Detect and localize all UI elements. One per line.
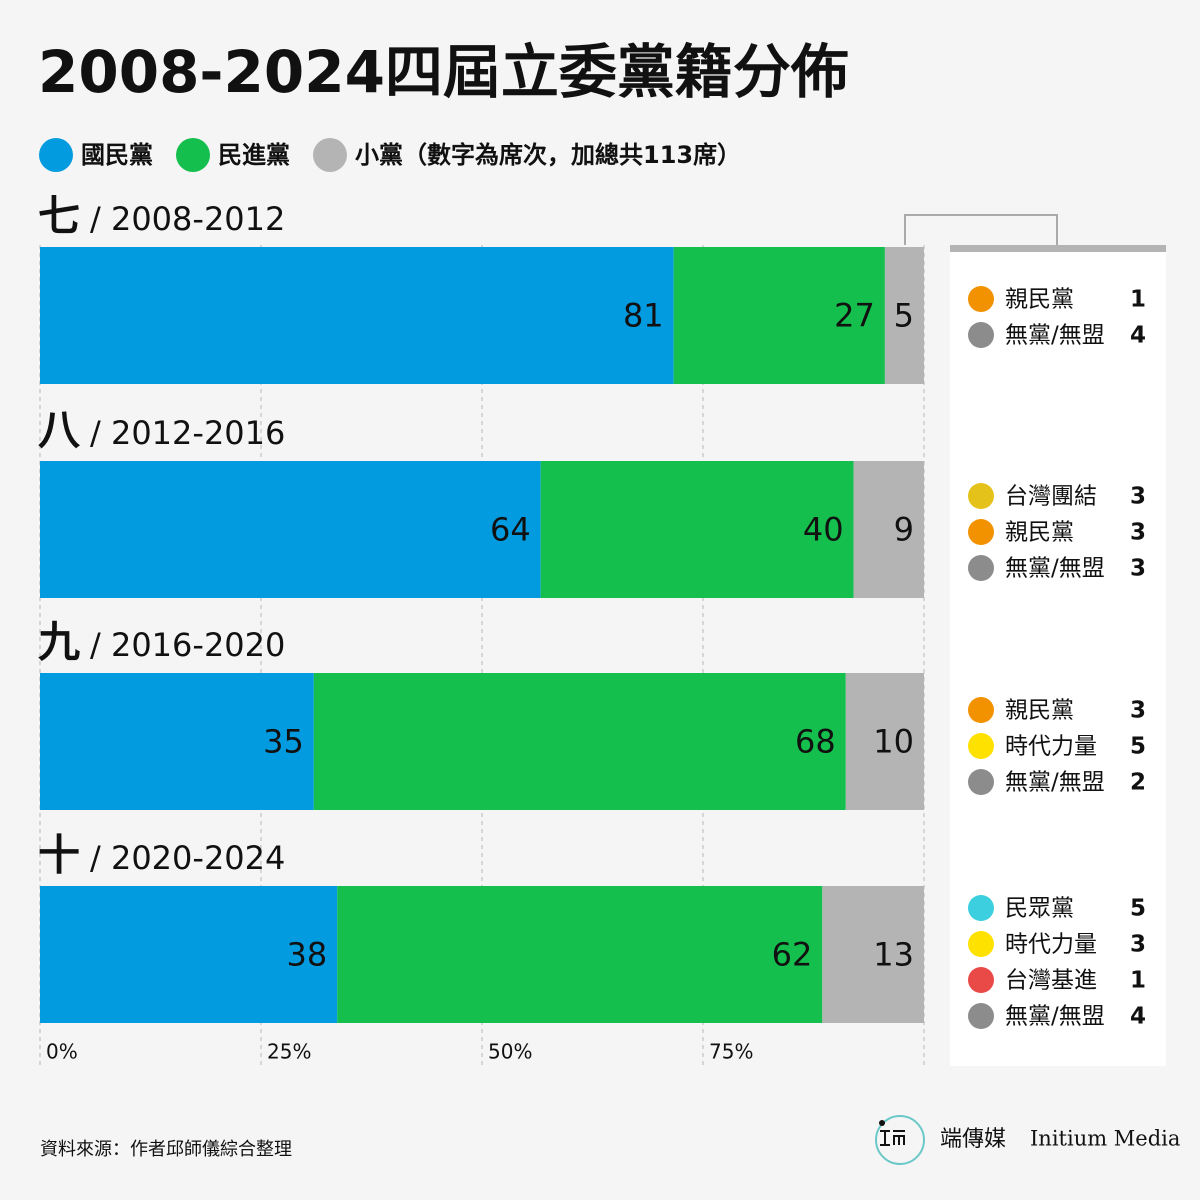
- party-dot: [968, 1003, 994, 1029]
- party-seats: 5: [1130, 734, 1146, 760]
- party-name: 無黨/無盟: [1005, 556, 1105, 582]
- value-label: 13: [873, 936, 914, 974]
- party-seats: 3: [1130, 520, 1146, 546]
- value-label: 81: [623, 297, 664, 335]
- value-label: 64: [490, 511, 531, 549]
- party-dot: [968, 483, 994, 509]
- bar-segment: [822, 886, 924, 1023]
- value-label: 35: [263, 723, 304, 761]
- party-dot: [968, 519, 994, 545]
- bar-segment: [845, 673, 924, 810]
- brand-en: Initium Media: [1030, 1127, 1180, 1151]
- party-name: 台灣基進: [1005, 968, 1097, 994]
- party-seats: 1: [1130, 287, 1146, 313]
- bar-segment: [40, 247, 674, 384]
- bar-segment: [540, 461, 854, 598]
- party-seats: 3: [1130, 698, 1146, 724]
- party-name: 親民黨: [1005, 698, 1074, 724]
- value-label: 40: [803, 511, 844, 549]
- bar-segment: [40, 673, 314, 810]
- value-label: 62: [772, 936, 813, 974]
- legend-label: 民進黨: [218, 141, 290, 169]
- legend-swatch: [39, 138, 73, 172]
- brand: 端傳媒: [940, 1127, 1006, 1152]
- bar-segment: [673, 247, 885, 384]
- party-seats: 2: [1130, 770, 1146, 796]
- term-label: 八: [38, 406, 81, 455]
- party-seats: 5: [1130, 896, 1146, 922]
- party-dot: [968, 967, 994, 993]
- bar-segment: [40, 461, 541, 598]
- bar-segment: [884, 247, 924, 384]
- value-label: 38: [287, 936, 328, 974]
- logo-ring: [875, 1115, 925, 1165]
- logo-glyph: [880, 1130, 905, 1146]
- party-dot: [968, 931, 994, 957]
- party-dot: [968, 555, 994, 581]
- period-label: / 2016-2020: [90, 626, 285, 664]
- party-seats: 3: [1130, 932, 1146, 958]
- value-label: 9: [894, 511, 914, 549]
- minor-panel-top: [950, 245, 1166, 252]
- x-tick-label: 25%: [267, 1040, 311, 1064]
- party-dot: [968, 697, 994, 723]
- term-label: 十: [38, 831, 80, 880]
- term-label: 七: [38, 192, 80, 241]
- party-seats: 4: [1130, 323, 1146, 349]
- party-dot: [968, 769, 994, 795]
- party-seats: 4: [1130, 1004, 1146, 1030]
- party-name: 民眾黨: [1005, 896, 1074, 922]
- term-label: 九: [38, 618, 80, 667]
- logo-dot: [879, 1120, 885, 1126]
- bracket: [904, 214, 1058, 245]
- chart-title: 2008-2024四屆立委黨籍分佈: [38, 38, 849, 106]
- party-seats: 3: [1130, 556, 1146, 582]
- source: 資料來源：作者邱師儀綜合整理: [40, 1139, 292, 1160]
- value-label: 68: [795, 723, 836, 761]
- party-name: 親民黨: [1005, 520, 1074, 546]
- legend-label: 國民黨: [81, 141, 153, 169]
- party-name: 台灣團結: [1005, 484, 1097, 510]
- party-name: 時代力量: [1005, 932, 1097, 958]
- bar-segment: [313, 673, 846, 810]
- value-label: 27: [834, 297, 875, 335]
- legend-label: 小黨（數字為席次，加總共113席）: [355, 141, 741, 169]
- legend-swatch: [313, 138, 347, 172]
- bar-segment: [853, 461, 924, 598]
- party-dot: [968, 895, 994, 921]
- bar-segment: [40, 886, 338, 1023]
- bar-segment: [337, 886, 823, 1023]
- party-dot: [968, 322, 994, 348]
- x-tick-label: 75%: [709, 1040, 753, 1064]
- party-seats: 3: [1130, 484, 1146, 510]
- party-seats: 1: [1130, 968, 1146, 994]
- x-tick-label: 50%: [488, 1040, 532, 1064]
- party-name: 親民黨: [1005, 287, 1074, 313]
- legend-swatch: [176, 138, 210, 172]
- x-tick-label: 0%: [46, 1040, 78, 1064]
- value-label: 10: [873, 723, 914, 761]
- period-label: / 2020-2024: [90, 839, 285, 877]
- party-name: 無黨/無盟: [1005, 1004, 1105, 1030]
- period-label: / 2012-2016: [90, 414, 285, 452]
- party-dot: [968, 733, 994, 759]
- minor-panel: [950, 245, 1166, 1066]
- party-name: 無黨/無盟: [1005, 770, 1105, 796]
- period-label: / 2008-2012: [90, 200, 285, 238]
- party-name: 時代力量: [1005, 734, 1097, 760]
- value-label: 5: [894, 297, 914, 335]
- logo: [875, 1115, 925, 1165]
- party-dot: [968, 286, 994, 312]
- party-name: 無黨/無盟: [1005, 323, 1105, 349]
